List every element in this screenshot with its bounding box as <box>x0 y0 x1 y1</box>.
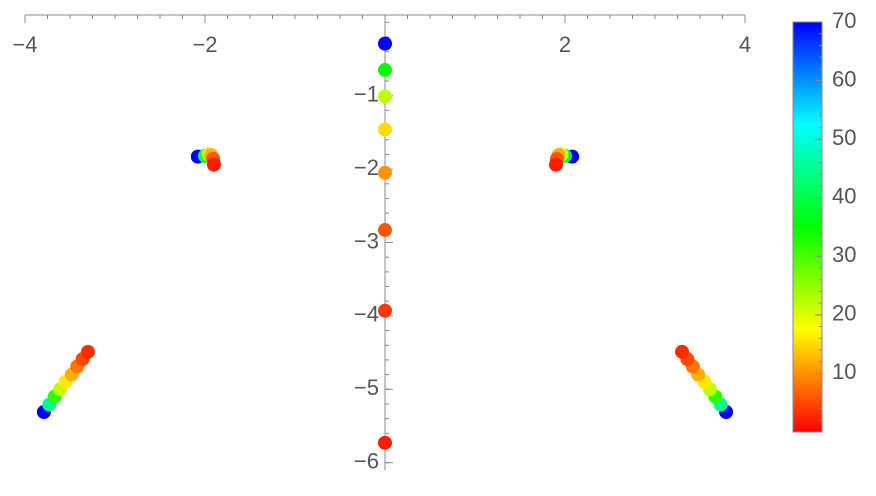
point <box>378 122 392 137</box>
point <box>378 89 392 104</box>
x-tick-label: 4 <box>739 32 751 57</box>
point <box>378 303 392 318</box>
x-tick-label: −2 <box>192 32 217 57</box>
point <box>378 223 392 238</box>
point <box>675 344 689 359</box>
x-tick-label: 2 <box>559 32 571 57</box>
x-tick-label: −4 <box>12 32 37 57</box>
point <box>81 344 95 359</box>
colorbar-tick-label: 30 <box>832 242 856 267</box>
colorbar-tick-label: 20 <box>832 301 856 326</box>
y-tick-label: −2 <box>354 155 379 180</box>
y-tick-label: −5 <box>354 375 379 400</box>
y-tick-label: −6 <box>354 448 379 473</box>
y-tick-label: −1 <box>354 82 379 107</box>
point <box>378 165 392 180</box>
point <box>207 157 221 172</box>
point <box>378 435 392 450</box>
point <box>549 157 563 172</box>
colorbar <box>792 21 823 433</box>
colorbar-tick-label: 10 <box>832 359 856 384</box>
colorbar-tick-label: 70 <box>832 8 856 33</box>
point <box>378 36 392 51</box>
colorbar-tick-label: 60 <box>832 66 856 91</box>
colorbar-tick-label: 50 <box>832 125 856 150</box>
point <box>378 63 392 78</box>
y-tick-label: −4 <box>354 302 379 327</box>
colorbar-tick-label: 40 <box>832 184 856 209</box>
y-tick-label: −3 <box>354 228 379 253</box>
